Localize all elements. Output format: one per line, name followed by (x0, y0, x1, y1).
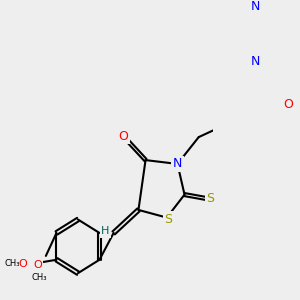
Text: CH₃: CH₃ (31, 273, 46, 282)
Text: H: H (101, 226, 109, 236)
Text: N: N (251, 0, 260, 13)
Text: N: N (173, 158, 182, 170)
Text: N: N (251, 56, 260, 68)
Text: S: S (164, 213, 172, 226)
Text: O: O (283, 98, 293, 111)
Text: O: O (118, 130, 128, 143)
Text: S: S (206, 192, 214, 205)
Text: O: O (33, 260, 42, 270)
Text: CH₃: CH₃ (5, 259, 20, 268)
Text: O: O (19, 259, 28, 269)
